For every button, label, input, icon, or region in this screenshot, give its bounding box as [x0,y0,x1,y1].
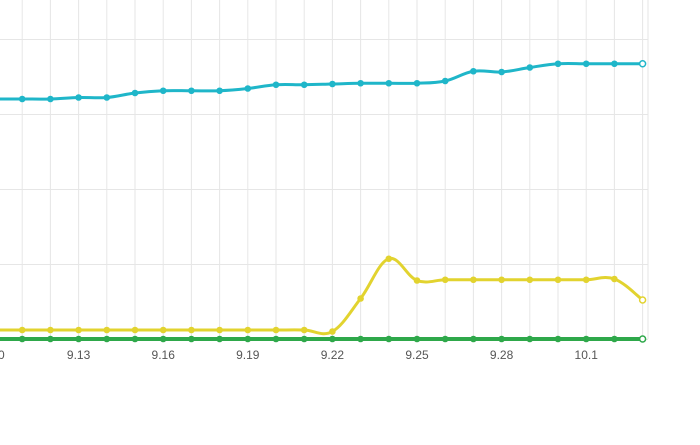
data-point [75,94,82,101]
data-point [188,326,195,334]
data-point [47,95,54,103]
series-0 [0,60,647,103]
data-point [103,335,111,343]
data-point [329,335,336,343]
data-point [75,335,82,343]
data-point [244,326,252,334]
data-point [159,87,167,95]
series-1 [0,255,647,336]
data-point [18,335,26,343]
data-point [441,77,449,85]
data-point [103,326,111,334]
series-line [0,61,645,101]
data-point [159,326,167,334]
grid [0,0,649,340]
data-point [188,87,195,95]
data-point [385,255,393,263]
x-tick-label: 9.25 [405,348,429,362]
x-tick-label: 9.28 [490,348,514,362]
data-point [611,60,618,68]
data-point [357,295,364,302]
data-point [329,328,336,335]
data-point [131,89,139,97]
x-tick-label: 9.19 [236,348,260,362]
data-point [638,335,647,343]
data-point [638,296,647,304]
series-layer [0,60,647,343]
data-point [300,81,308,89]
data-point [216,326,223,334]
data-point [385,79,393,87]
data-point [18,95,26,103]
data-point [272,81,280,89]
data-point [300,326,308,334]
data-point [413,277,421,284]
data-point [47,326,54,334]
data-point [329,80,336,88]
data-point [498,335,505,343]
data-point [357,335,364,343]
data-point [470,276,477,284]
data-point [582,276,590,284]
data-point [216,87,223,95]
data-point [413,79,421,87]
data-point [526,64,534,71]
data-point [272,326,280,334]
data-point [131,335,139,343]
data-point [103,94,111,101]
data-point [159,335,167,343]
data-point [526,276,534,284]
data-point [441,335,449,343]
data-point [300,335,308,343]
series-line [0,257,645,336]
data-point [582,60,590,68]
x-tick-label: 9.16 [152,348,176,362]
x-tick-label: 9.13 [67,348,91,362]
x-tick-label: 9.22 [321,348,345,362]
data-point [441,276,449,284]
series-2 [0,335,647,343]
data-point [244,85,252,92]
data-point [582,335,590,343]
data-point [188,335,195,343]
data-point [470,67,477,75]
data-point [470,335,477,343]
data-point [272,335,280,343]
data-point [611,275,618,283]
data-point [638,60,647,68]
data-point [75,326,82,334]
data-point [498,68,505,76]
data-point [216,335,223,343]
data-point [554,60,562,68]
data-point [244,335,252,343]
data-point [611,335,618,343]
data-point [526,335,534,343]
data-point [554,276,562,284]
data-point [554,335,562,343]
x-tick-label: 10.1 [575,348,599,362]
x-axis-ticks: 0 9.13 9.16 9.19 9.22 9.25 9.28 10.1 [0,348,598,362]
data-point [385,335,393,343]
data-point [357,79,364,87]
x-tick-label: 0 [0,348,5,362]
data-point [47,335,54,343]
data-point [413,335,421,343]
data-point [498,276,505,284]
data-point [18,326,26,334]
data-point [131,326,139,334]
